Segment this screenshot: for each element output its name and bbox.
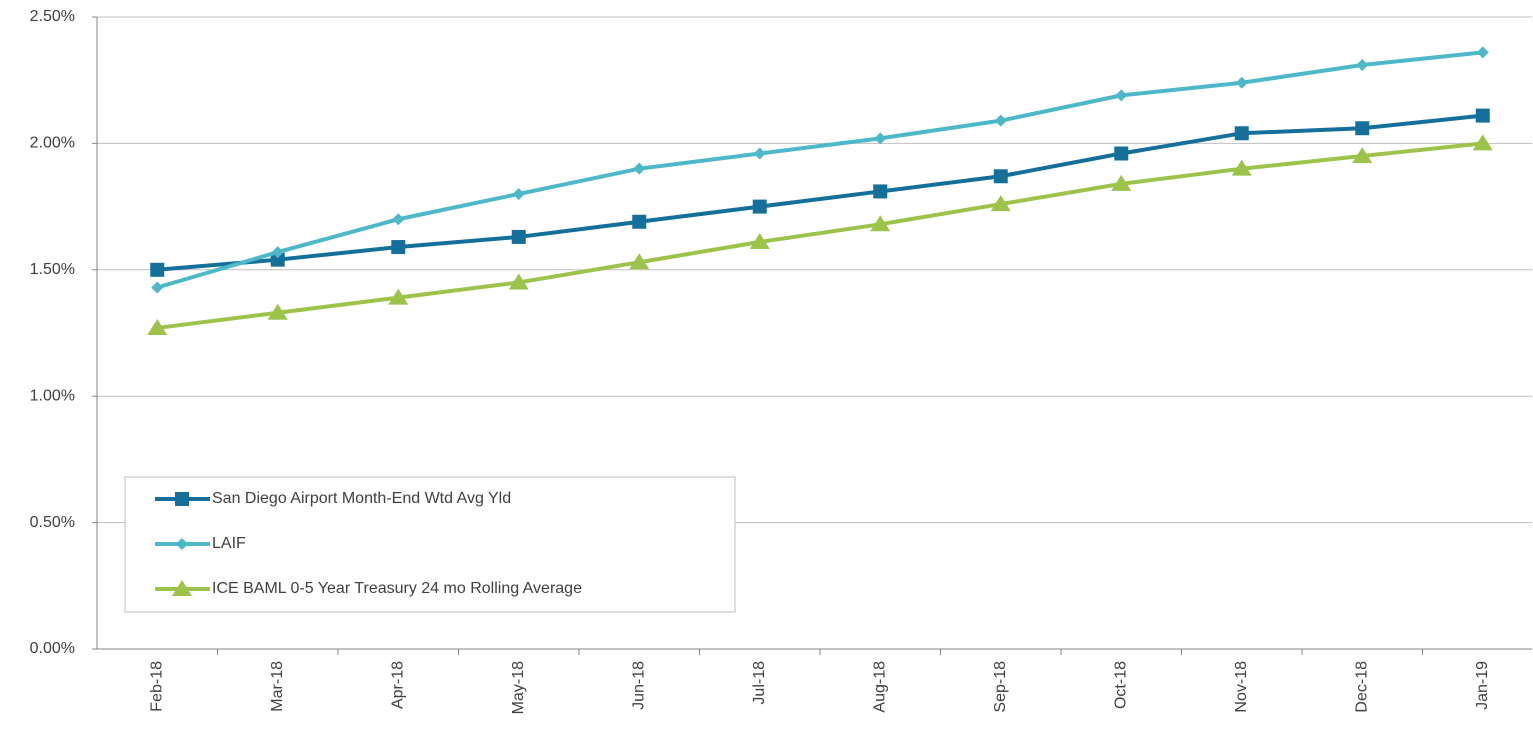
x-tick-label: Sep-18 [992, 661, 1009, 713]
series-line [157, 113, 1483, 272]
marker [175, 492, 189, 506]
marker [508, 273, 529, 290]
marker [1115, 89, 1128, 102]
y-tick-label: 0.00% [30, 640, 75, 657]
marker [752, 199, 767, 214]
marker [271, 246, 284, 259]
marker [151, 281, 164, 294]
x-tick-label: Aug-18 [871, 661, 888, 713]
marker [990, 195, 1011, 212]
marker [512, 187, 525, 200]
marker [1352, 147, 1373, 164]
series-line [156, 50, 1483, 290]
marker [267, 303, 288, 320]
marker [270, 252, 285, 267]
marker [994, 114, 1007, 127]
legend-label: ICE BAML 0-5 Year Treasury 24 mo Rolling… [212, 580, 582, 597]
marker [391, 240, 406, 255]
marker [147, 318, 168, 335]
marker [1114, 146, 1129, 161]
marker [633, 162, 646, 175]
y-tick-label: 2.50% [30, 8, 75, 25]
marker [753, 147, 766, 160]
marker [993, 169, 1008, 184]
marker [1476, 46, 1489, 59]
marker [1472, 134, 1493, 151]
y-tick-label: 1.50% [30, 261, 75, 278]
x-tick-label: Nov-18 [1233, 661, 1250, 713]
marker [388, 288, 409, 305]
marker [632, 214, 647, 229]
marker [176, 538, 188, 550]
marker [874, 132, 887, 145]
marker [1231, 159, 1252, 176]
marker [1475, 108, 1490, 123]
marker [873, 184, 888, 199]
series-line [157, 141, 1483, 330]
y-tick-label: 1.00% [30, 387, 75, 404]
legend-box [124, 476, 736, 613]
marker [1235, 76, 1248, 89]
marker [511, 229, 526, 244]
marker [870, 215, 891, 232]
x-tick-label: May-18 [510, 661, 527, 714]
marker [629, 253, 650, 270]
y-tick-label: 2.00% [30, 135, 75, 152]
x-tick-label: Jun-18 [630, 661, 647, 710]
marker [150, 262, 165, 277]
x-tick-label: Dec-18 [1353, 661, 1370, 713]
marker [749, 232, 770, 249]
legend-label: San Diego Airport Month-End Wtd Avg Yld [212, 490, 511, 507]
x-tick-label: Apr-18 [389, 661, 406, 709]
marker [1356, 59, 1369, 72]
x-tick-label: Mar-18 [269, 661, 286, 712]
x-tick-label: Oct-18 [1112, 661, 1129, 709]
marker [172, 580, 192, 596]
marker [1111, 174, 1132, 191]
x-tick-label: Jan-19 [1474, 661, 1491, 710]
marker [1234, 126, 1249, 141]
x-tick-label: Feb-18 [148, 661, 165, 712]
x-tick-label: Jul-18 [751, 661, 768, 705]
y-tick-label: 0.50% [30, 514, 75, 531]
legend-label: LAIF [212, 535, 246, 552]
marker [1355, 121, 1370, 136]
marker [392, 213, 405, 226]
